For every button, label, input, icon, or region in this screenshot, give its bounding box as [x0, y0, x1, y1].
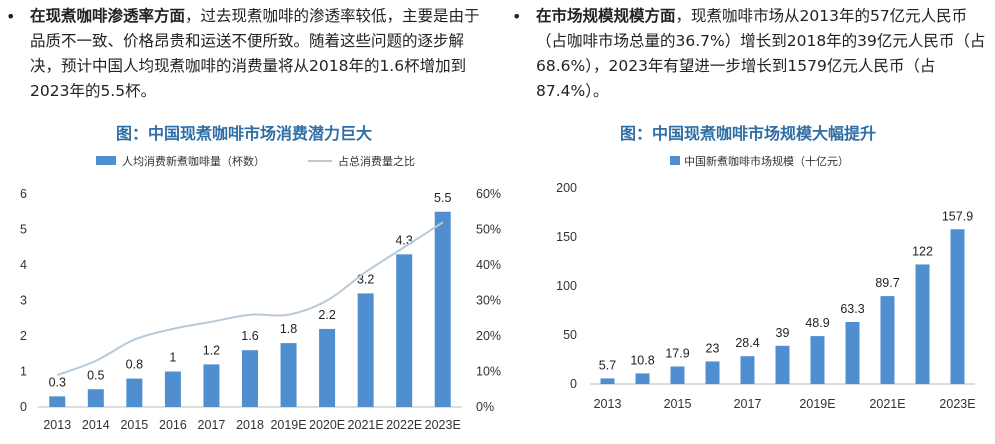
- left-y-tick-label: 1: [20, 365, 27, 379]
- x-tick-label: 2018: [236, 418, 264, 432]
- bar-value-label: 2.2: [318, 308, 335, 322]
- x-tick-label: 2021E: [869, 397, 905, 411]
- bar-value-label: 0.3: [49, 375, 66, 389]
- right-body-text: ，现煮咖啡市场从2013年的57亿元人民币（占咖啡市场总量的36.7%）增长到2…: [536, 7, 986, 100]
- bar: [357, 293, 374, 407]
- x-tick-label: 2013: [594, 397, 622, 411]
- bar: [635, 373, 650, 384]
- bar: [670, 366, 685, 384]
- bar: [164, 371, 181, 407]
- bar: [810, 336, 825, 384]
- legend-bar-label: 人均消费新煮咖啡量（杯数）: [122, 154, 265, 168]
- bar-value-label: 63.3: [840, 302, 864, 316]
- left-y-tick-label: 4: [20, 258, 27, 272]
- bar: [845, 321, 860, 384]
- bar: [740, 356, 755, 384]
- bar: [126, 378, 143, 407]
- right-paragraph-text: 在市场规模规模方面，现煮咖啡市场从2013年的57亿元人民币（占咖啡市场总量的3…: [536, 4, 991, 104]
- legend-bar-swatch: [96, 156, 116, 165]
- x-tick-label: 2016: [159, 418, 187, 432]
- bullet-dot: •: [6, 7, 16, 26]
- right-y-tick-label: 20%: [476, 329, 501, 343]
- bar: [280, 343, 297, 407]
- right-y-tick-label: 0%: [476, 400, 494, 414]
- bar: [775, 345, 790, 384]
- x-tick-label: 2023E: [425, 418, 461, 432]
- bar-value-label: 10.8: [630, 353, 654, 367]
- left-paragraph-text: 在现煮咖啡渗透率方面，过去现煮咖啡的渗透率较低，主要是由于品质不一致、价格昂贵和…: [30, 4, 494, 104]
- x-tick-label: 2020E: [309, 418, 345, 432]
- left-y-tick-label: 3: [20, 294, 27, 308]
- bar: [705, 361, 720, 384]
- bar-value-label: 39: [776, 326, 790, 340]
- x-tick-label: 2022E: [386, 418, 422, 432]
- left-chart-title: 图：中国现煮咖啡市场消费潜力巨大: [116, 124, 373, 143]
- x-tick-label: 2015: [120, 418, 148, 432]
- x-tick-label: 2017: [198, 418, 226, 432]
- right-bold-heading: 在市场规模规模方面: [536, 7, 676, 25]
- y-tick-label: 50: [563, 328, 577, 342]
- x-tick-label: 2015: [664, 397, 692, 411]
- bar: [49, 396, 66, 407]
- left-y-tick-label: 6: [20, 187, 27, 201]
- bar-value-label: 3.2: [357, 272, 374, 286]
- x-tick-label: 2023E: [939, 397, 975, 411]
- bar: [87, 389, 104, 407]
- x-tick-label: 2014: [82, 418, 110, 432]
- legend-bar-swatch: [670, 156, 680, 165]
- x-tick-label: 2013: [43, 418, 71, 432]
- right-y-tick-label: 10%: [476, 365, 501, 379]
- left-bold-heading: 在现煮咖啡渗透率方面: [30, 7, 186, 25]
- right-y-tick-label: 50%: [476, 223, 501, 237]
- bar: [242, 350, 258, 407]
- x-tick-label: 2019E: [270, 418, 306, 432]
- bar: [319, 328, 336, 407]
- left-y-tick-label: 5: [20, 223, 27, 237]
- bar: [203, 364, 220, 407]
- left-y-tick-label: 0: [20, 400, 27, 414]
- bar-value-label: 28.4: [735, 336, 759, 350]
- bullet-dot: •: [512, 7, 522, 26]
- y-tick-label: 100: [556, 279, 577, 293]
- bar-value-label: 0.8: [126, 358, 143, 372]
- bar: [396, 254, 413, 407]
- bar-value-label: 122: [912, 244, 933, 258]
- y-tick-label: 0: [570, 377, 577, 391]
- bar: [880, 296, 895, 384]
- x-tick-label: 2019E: [799, 397, 835, 411]
- legend-bar-label: 中国新煮咖啡市场规模（十亿元）: [684, 154, 849, 168]
- right-chart-title: 图：中国现煮咖啡市场规模大幅提升: [620, 124, 877, 143]
- right-y-tick-label: 40%: [476, 258, 501, 272]
- left-y-tick-label: 2: [20, 329, 27, 343]
- left-body-text: ，过去现煮咖啡的渗透率较低，主要是由于品质不一致、价格昂贵和运送不便所致。随着这…: [30, 7, 480, 100]
- y-tick-label: 200: [556, 181, 577, 195]
- bar-value-label: 1.2: [203, 343, 220, 357]
- bar-value-label: 5.7: [599, 358, 616, 372]
- bar-value-label: 1.6: [241, 329, 258, 343]
- x-tick-label: 2017: [734, 397, 762, 411]
- legend-line-label: 占总消费量之比: [338, 154, 415, 168]
- bar-value-label: 5.5: [434, 191, 451, 205]
- bar-value-label: 0.5: [87, 368, 104, 382]
- share-line: [56, 221, 444, 376]
- bar: [434, 211, 451, 407]
- bar: [600, 378, 615, 384]
- bar-value-label: 157.9: [942, 209, 973, 223]
- bar-value-label: 1.8: [280, 322, 297, 336]
- bar-value-label: 89.7: [875, 276, 899, 290]
- x-tick-label: 2021E: [348, 418, 384, 432]
- bar: [950, 229, 965, 384]
- right-y-tick-label: 30%: [476, 294, 501, 308]
- bar-value-label: 17.9: [665, 346, 689, 360]
- bar-value-label: 1: [169, 351, 176, 365]
- bar-value-label: 23: [706, 341, 720, 355]
- y-tick-label: 150: [556, 230, 577, 244]
- bar-value-label: 4.3: [395, 233, 412, 247]
- bar-value-label: 48.9: [805, 316, 829, 330]
- bar: [915, 264, 930, 384]
- right-y-tick-label: 60%: [476, 187, 501, 201]
